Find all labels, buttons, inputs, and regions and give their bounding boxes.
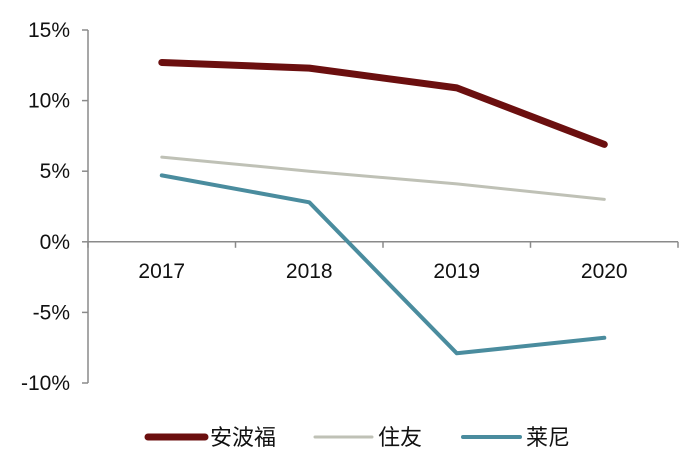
legend-label: 安波福 [210,426,276,451]
series-line-2 [160,155,606,201]
x-tick-label: 2020 [581,260,628,283]
y-tick-label: 0% [40,231,70,254]
legend: 安波福 住友 莱尼 [144,426,570,451]
legend-label: 莱尼 [526,426,570,451]
y-tick-label: -10% [21,372,70,395]
y-tick-label: 10% [28,90,70,113]
x-tick-label: 2017 [138,260,185,283]
x-tick-label: 2018 [286,260,333,283]
y-tick-label: -5% [33,301,70,324]
x-tick-label: 2019 [433,260,480,283]
y-tick-label: 5% [40,160,70,183]
series-line-1 [158,59,608,148]
series-lines [158,59,608,356]
legend-label: 住友 [378,426,422,451]
y-tick-label: 15% [28,19,70,42]
series-line-3 [159,173,607,356]
y-axis: 15% 10% 5% 0% -5% -10% [21,19,89,395]
x-axis: 2017 2018 2019 2020 [87,241,679,283]
